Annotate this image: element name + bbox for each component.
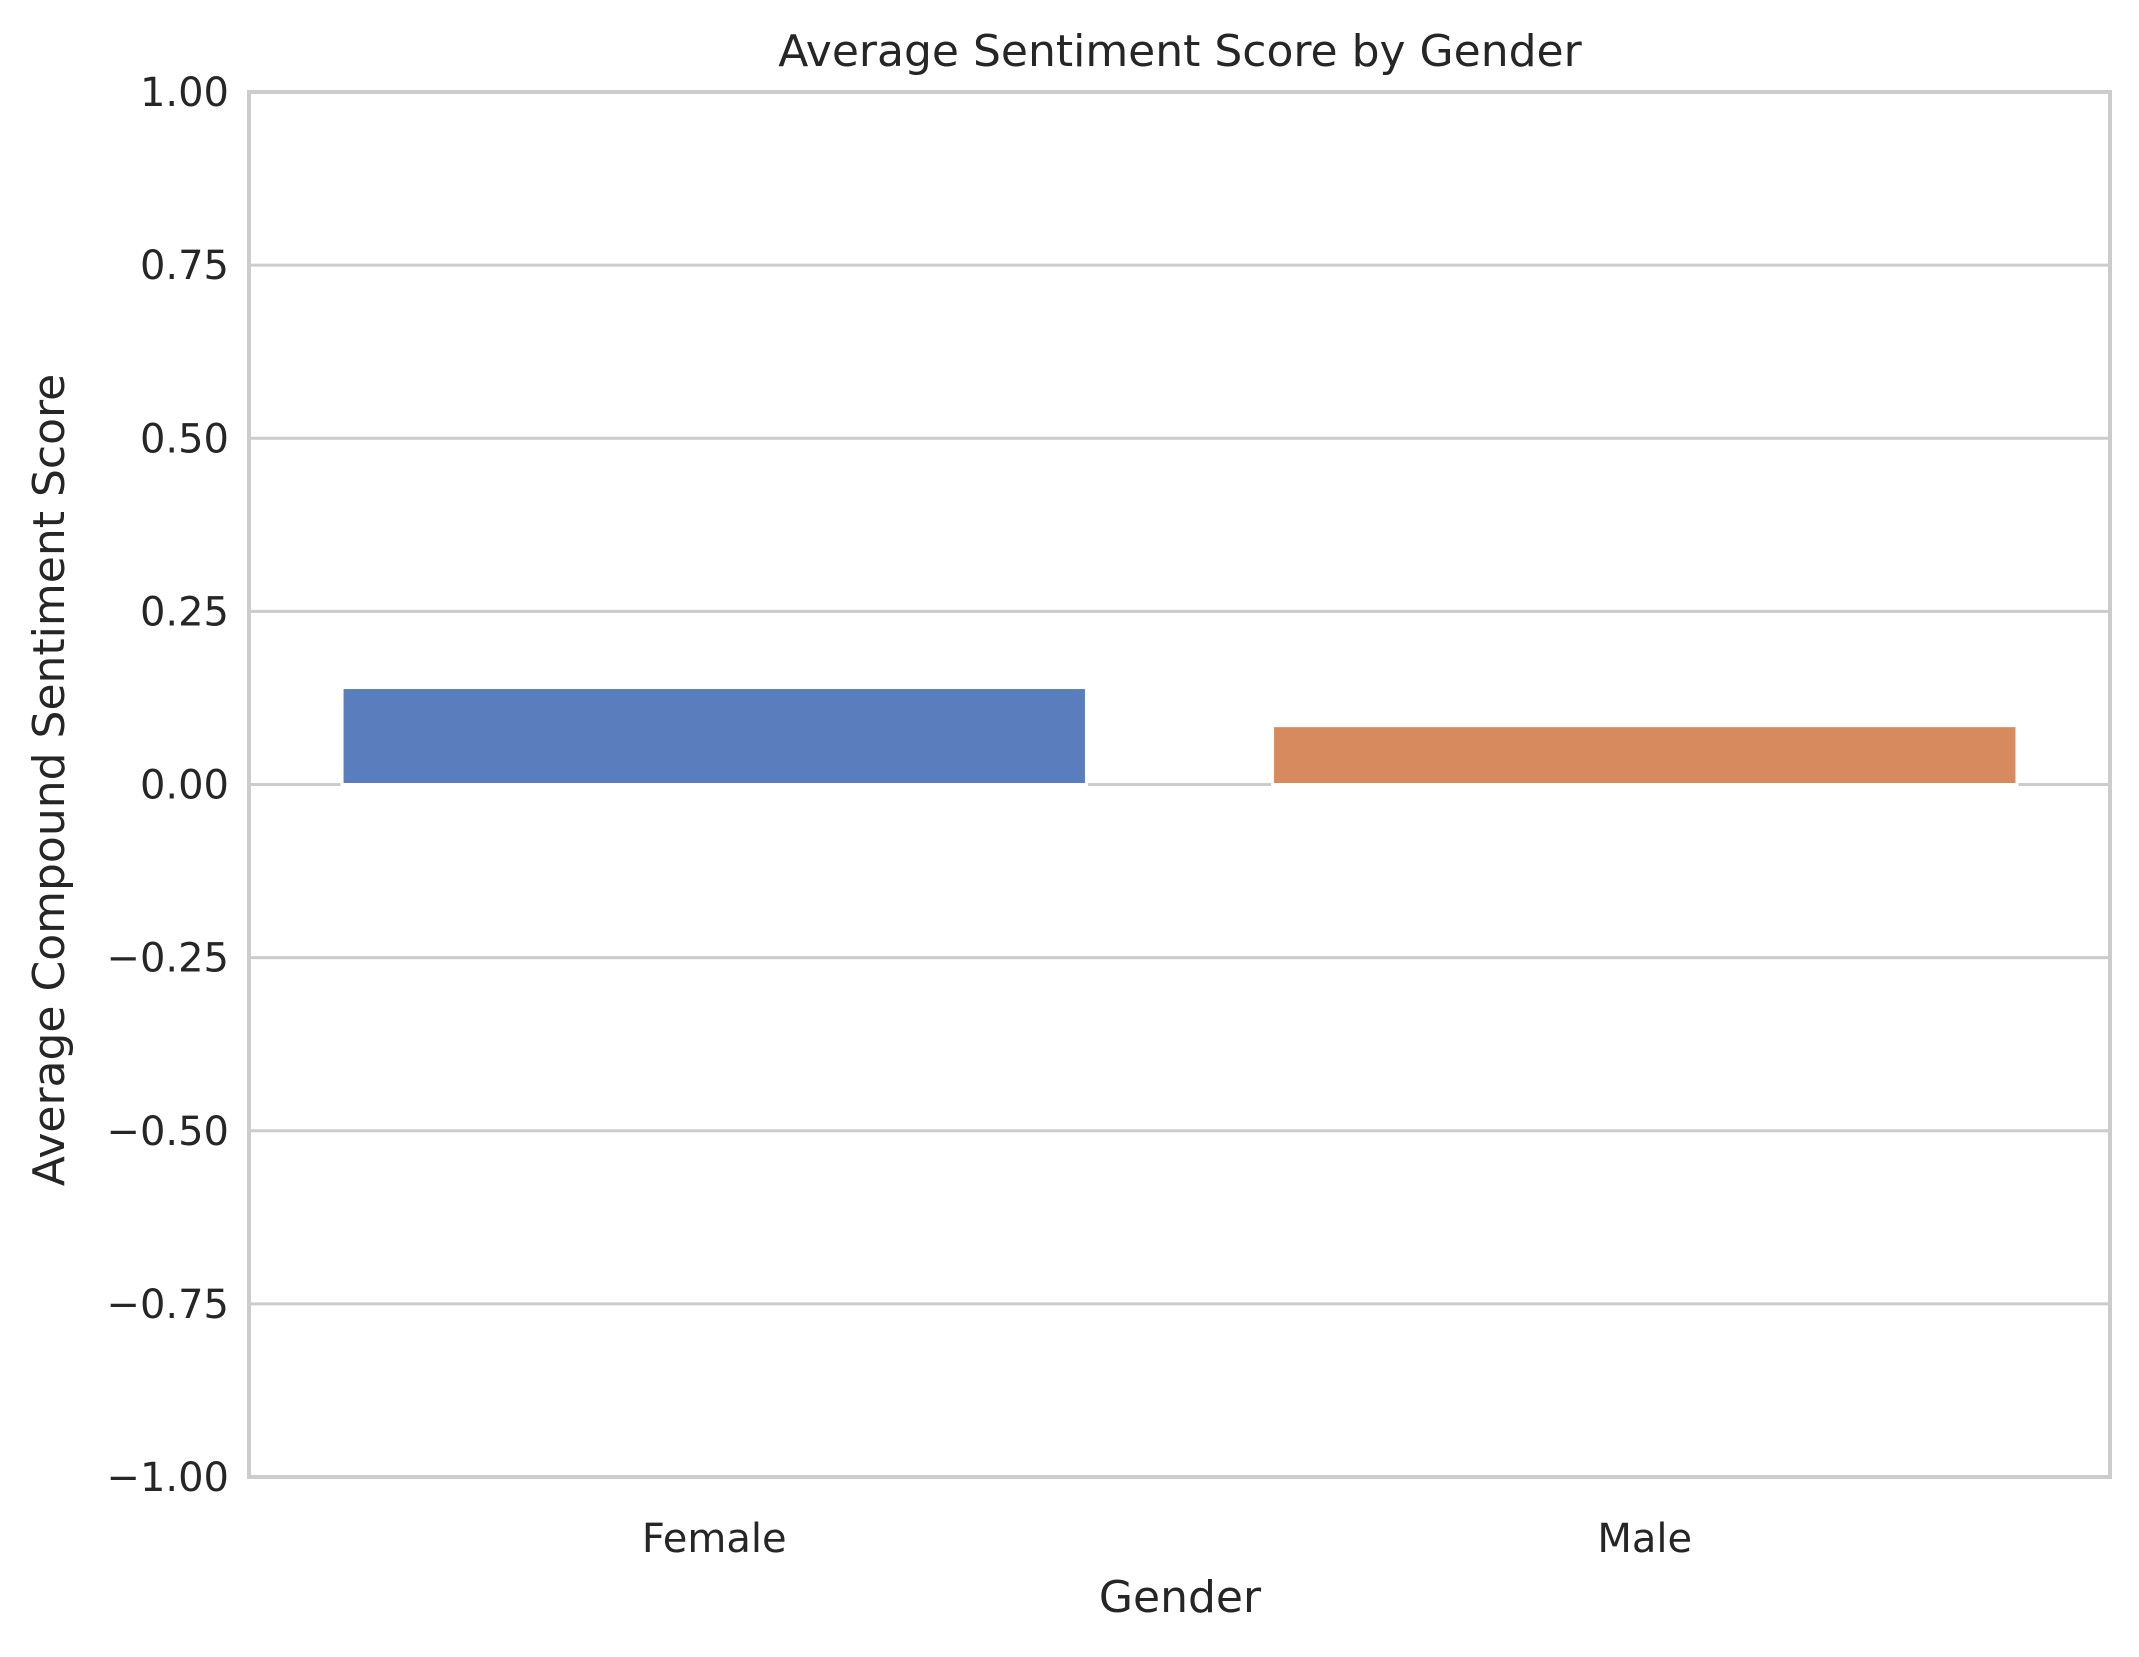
x-tick-labels: Female Male [642,1516,1692,1562]
bar-female [340,686,1088,786]
x-axis-label: Gender [1099,1572,1262,1623]
chart-title: Average Sentiment Score by Gender [778,26,1582,77]
plot-border [247,90,2112,1479]
x-tick-label: Female [642,1516,787,1562]
bars [340,686,2019,787]
y-tick-label: −0.25 [106,936,229,982]
x-tick-label: Male [1597,1516,1692,1562]
y-tick-label: 0.75 [140,243,229,289]
y-tick-label: 0.00 [140,763,229,809]
y-tick-label: 0.25 [140,589,229,635]
y-tick-label: 1.00 [140,70,229,116]
y-tick-label: 0.50 [140,416,229,462]
y-tick-labels: 1.00 0.75 0.50 0.25 0.00 −0.25 −0.50 −0.75 −1.00 [106,70,229,1501]
plot-frame [247,90,2112,1479]
bar-male [1271,724,2019,787]
y-tick-label: −0.75 [106,1282,229,1328]
y-axis-label: Average Compound Sentiment Score [24,374,75,1186]
y-tick-label: −1.00 [106,1455,229,1501]
y-tick-label: −0.50 [106,1109,229,1155]
